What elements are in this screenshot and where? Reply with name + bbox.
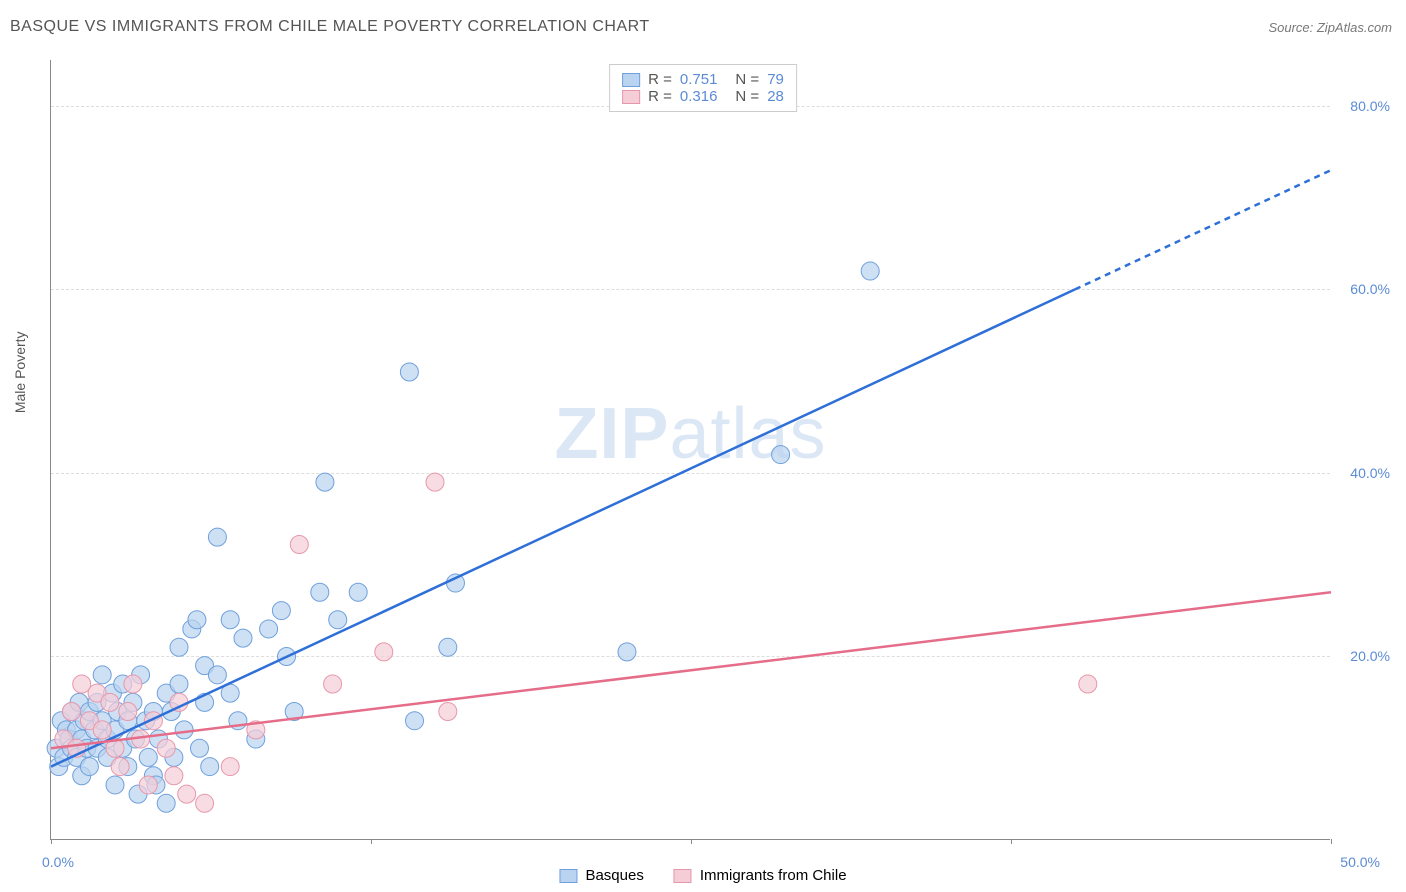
chart-title: BASQUE VS IMMIGRANTS FROM CHILE MALE POV…: [10, 18, 650, 36]
bottom-legend-chile: Immigrants from Chile: [674, 867, 847, 884]
legend-swatch-basques: [622, 73, 640, 87]
legend-row-chile: R = 0.316 N = 28: [622, 88, 784, 105]
source-credit: Source: ZipAtlas.com: [1268, 20, 1392, 35]
chart-container: BASQUE VS IMMIGRANTS FROM CHILE MALE POV…: [0, 0, 1406, 892]
correlation-legend: R = 0.751 N = 79 R = 0.316 N = 28: [609, 64, 797, 112]
x-tick-label-max: 50.0%: [1340, 854, 1380, 870]
bottom-swatch-chile: [674, 869, 692, 883]
legend-swatch-chile: [622, 90, 640, 104]
bottom-legend: Basques Immigrants from Chile: [559, 867, 846, 884]
y-axis-label: Male Poverty: [12, 331, 28, 413]
bottom-swatch-basques: [559, 869, 577, 883]
x-tick-label-min: 0.0%: [42, 854, 74, 870]
plot-svg: [51, 60, 1330, 839]
plot-area: ZIPatlas 20.0%40.0%60.0%80.0%: [50, 60, 1330, 840]
legend-row-basques: R = 0.751 N = 79: [622, 71, 784, 88]
bottom-legend-basques: Basques: [559, 867, 643, 884]
